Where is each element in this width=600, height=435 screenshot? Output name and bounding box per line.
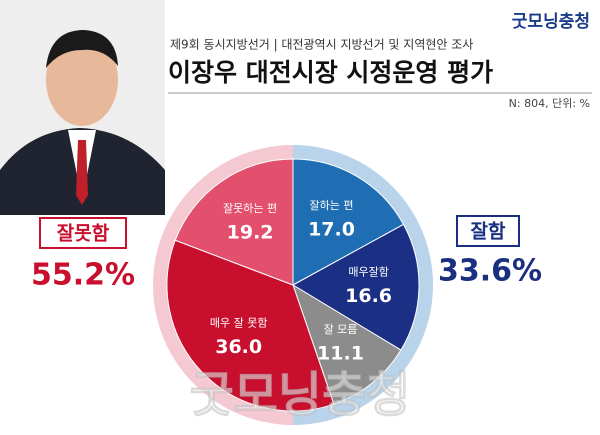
summary-value: 33.6% — [438, 254, 542, 289]
chart-title: 이장우 대전시장 시정운영 평가 — [168, 58, 493, 87]
pie: 잘하는 편 17.0 매우잘함 16.6 잘 모름 11.1 매우 잘 못함 36.0 잘못하는… — [166, 158, 420, 412]
summary-box — [39, 217, 127, 249]
pie-slice — [292, 158, 405, 286]
slice-label: 잘하는 편 — [310, 198, 354, 212]
pie-slice — [174, 158, 294, 286]
slice-value: 36.0 — [215, 336, 262, 358]
summary-value: 55.2% — [31, 258, 135, 293]
summary-box — [456, 215, 520, 247]
slice-label: 잘못하는 편 — [223, 201, 277, 215]
slice-value: 19.2 — [227, 221, 274, 243]
watermark: 굿모닝충청 — [190, 367, 411, 423]
brand: 굿모닝충청 — [512, 11, 590, 32]
slice-label: 잘 모름 — [324, 323, 358, 336]
pie-slice — [291, 223, 420, 351]
pie-slice — [166, 239, 335, 412]
slice-label: 매우잘함 — [348, 266, 388, 279]
pie-slice — [292, 283, 402, 405]
summary-name: 잘못함 — [57, 223, 110, 245]
slice-value: 11.1 — [317, 342, 364, 364]
subtitle: 제9회 동시지방선거 | 대전광역시 지방선거 및 지역현안 조사 — [170, 38, 473, 52]
portrait — [0, 0, 165, 215]
note: N: 804, 단위: % — [509, 97, 590, 110]
summary-name: 잘함 — [471, 221, 506, 243]
slice-label: 매우 잘 못함 — [210, 317, 268, 330]
slice-value: 17.0 — [308, 218, 355, 240]
slice-value: 16.6 — [345, 285, 392, 307]
